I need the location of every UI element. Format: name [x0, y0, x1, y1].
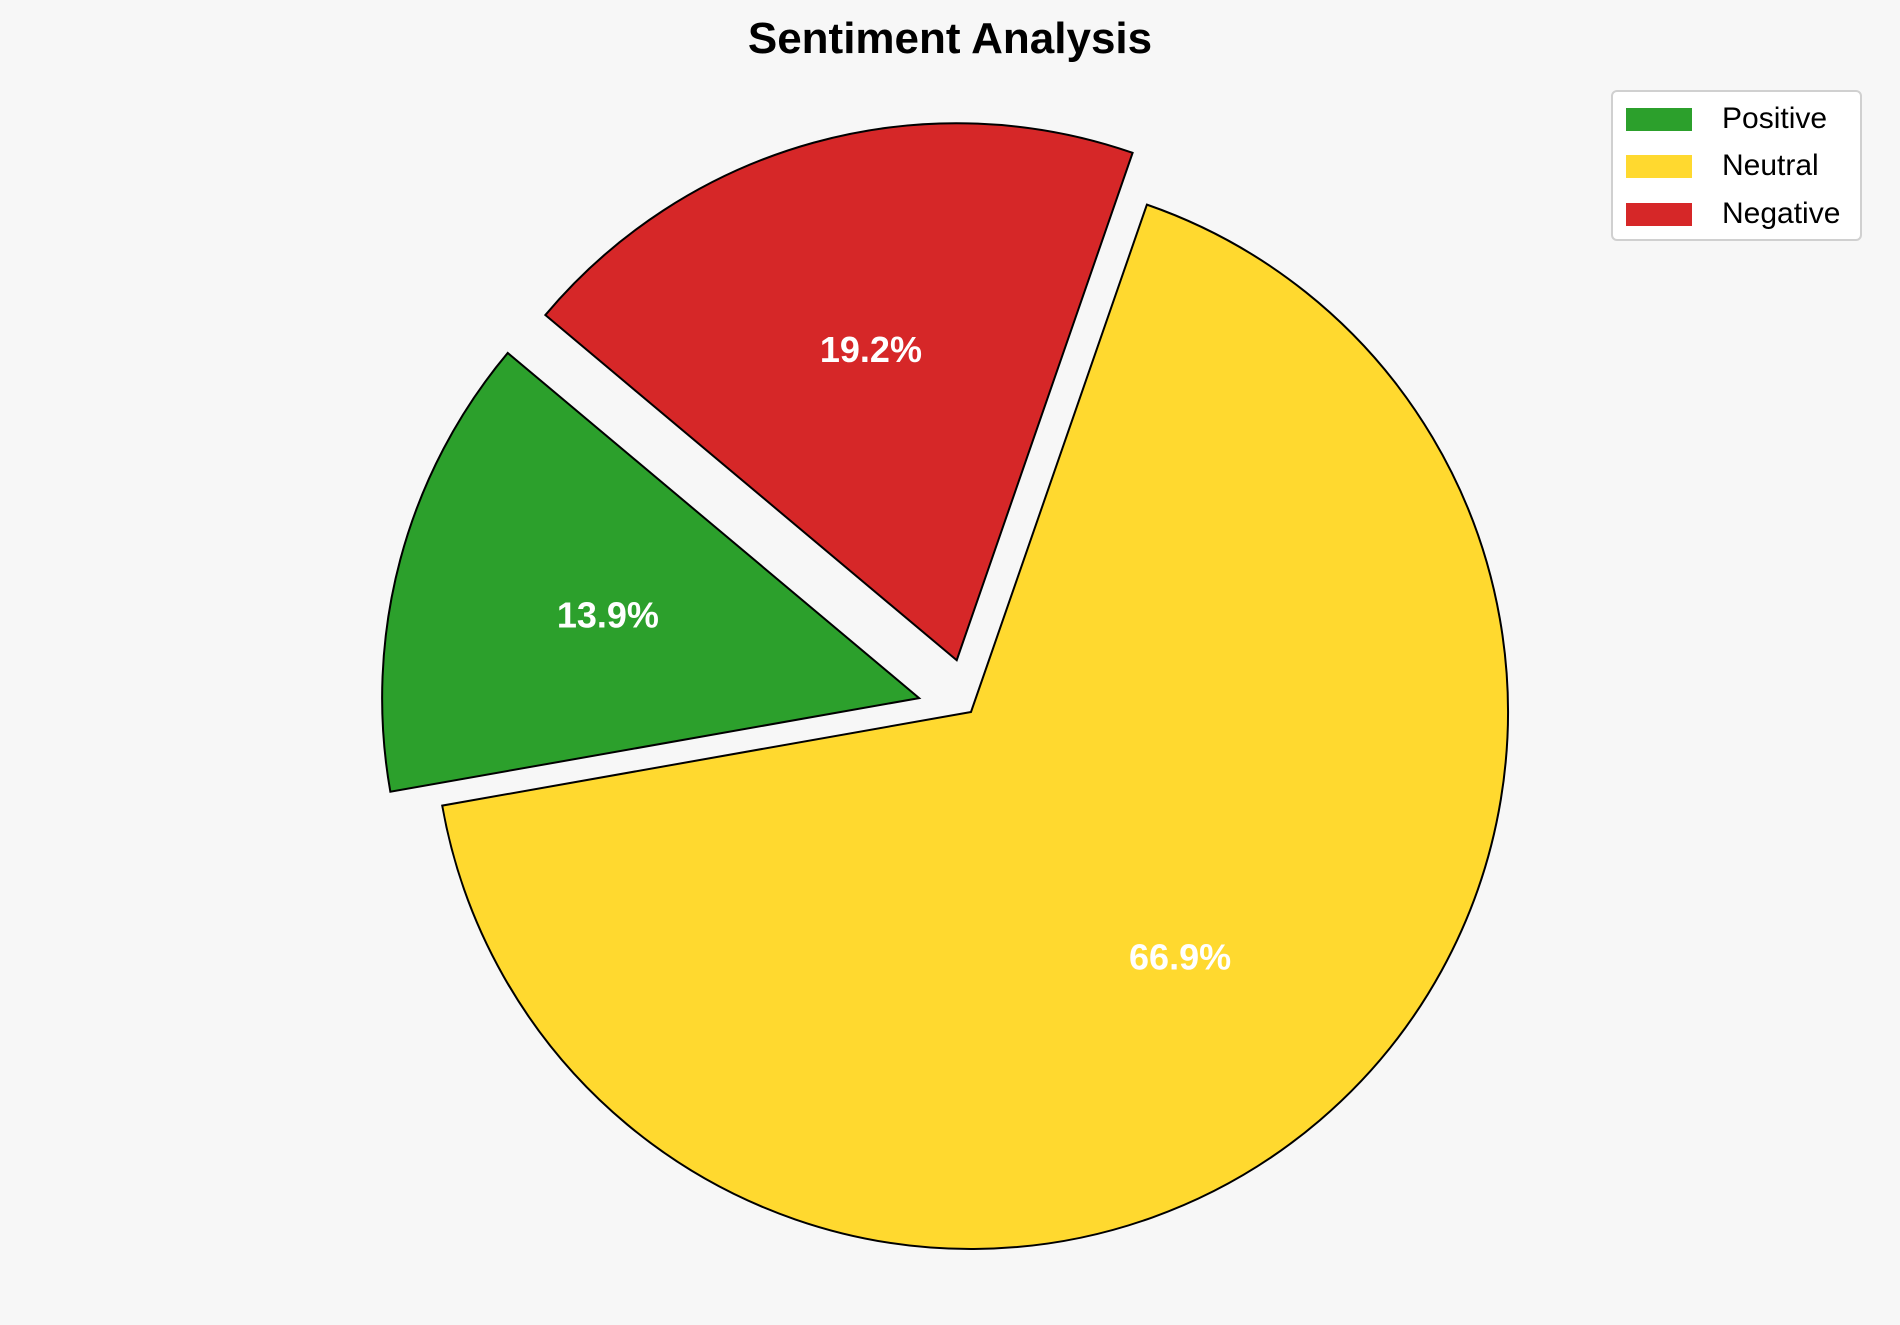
- legend-label-neutral: Neutral: [1722, 149, 1819, 182]
- pie-label-negative: 19.2%: [820, 329, 922, 370]
- legend-label-negative: Negative: [1722, 197, 1841, 230]
- pie-slice-positive: [381, 351, 922, 793]
- chart-title: Sentiment Analysis: [747, 14, 1153, 63]
- legend-item-neutral: Neutral: [1626, 149, 1819, 182]
- legend-label-positive: Positive: [1722, 102, 1828, 135]
- legend: Positive Neutral Negative: [1611, 90, 1862, 241]
- legend-swatch-neutral: [1626, 154, 1692, 178]
- pie-label-positive: 13.9%: [557, 594, 659, 635]
- pie-slice-negative: [543, 122, 1134, 662]
- pie-slice-neutral: [441, 203, 1509, 1250]
- pie-label-neutral: 66.9%: [1129, 937, 1231, 978]
- legend-item-positive: Positive: [1626, 102, 1828, 135]
- legend-item-negative: Negative: [1626, 197, 1841, 230]
- legend-swatch-negative: [1626, 202, 1692, 226]
- legend-swatch-positive: [1626, 107, 1692, 131]
